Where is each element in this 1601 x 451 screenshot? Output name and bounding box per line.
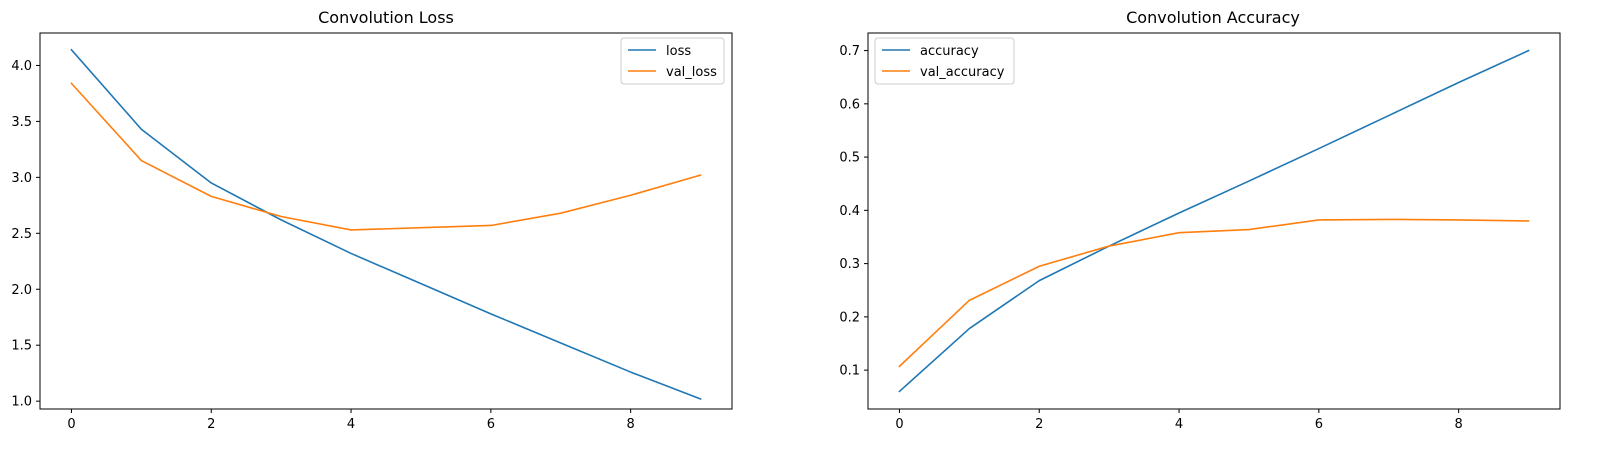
y-tick-label: 0.3 [839,257,860,272]
y-tick-label: 1.0 [11,395,32,410]
x-tick-label: 0 [895,417,903,432]
plot-frame [39,32,733,410]
y-tick-label: 3.5 [11,115,32,130]
legend-label-val-accuracy: val_accuracy [920,65,1005,80]
x-tick-label: 6 [1315,417,1323,432]
series-line-val-loss [70,82,702,231]
plot-frame [867,32,1561,410]
legend-label-loss: loss [666,44,691,59]
x-tick-label: 2 [207,417,215,432]
y-tick-label: 3.0 [11,171,32,186]
y-tick-label: 2.5 [11,227,32,242]
legend-label-accuracy: accuracy [920,44,979,59]
x-tick-label: 8 [627,417,635,432]
x-tick-label: 8 [1455,417,1463,432]
chart-marks: 0 2 4 6 8 1.0 1.5 2.0 2.5 3.0 3.5 4.0 [11,48,702,432]
x-tick-label: 4 [347,417,355,432]
y-tick-label: 0.5 [839,151,860,166]
accuracy-chart: Convolution Accuracy 0 2 4 6 8 0.1 0.2 0.3 0.4 0.… [839,8,1561,432]
loss-chart: Convolution Loss 0 2 4 6 8 1.0 1.5 2.0 2.5 3.0 3.5… [11,8,733,432]
x-tick-label: 0 [67,417,75,432]
chart-marks: 0 2 4 6 8 0.1 0.2 0.3 0.4 0.5 0.6 0.7 [839,44,1530,432]
y-tick-label: 0.7 [839,44,860,59]
y-tick-label: 0.1 [839,364,860,379]
y-tick-label: 4.0 [11,59,32,74]
y-tick-label: 0.4 [839,204,860,219]
series-line-loss [70,48,702,400]
chart-title: Convolution Accuracy [1126,8,1300,27]
legend: loss val_loss [620,37,725,85]
y-tick-label: 0.2 [839,310,860,325]
series-line-val-accuracy [898,218,1530,368]
chart-title: Convolution Loss [318,8,454,27]
x-tick-label: 2 [1035,417,1043,432]
y-tick-label: 2.0 [11,283,32,298]
series-line-accuracy [898,49,1530,393]
legend-label-val-loss: val_loss [666,65,717,80]
y-tick-label: 1.5 [11,339,32,354]
legend: accuracy val_accuracy [874,37,1015,85]
x-tick-label: 6 [487,417,495,432]
y-tick-label: 0.6 [839,97,860,112]
x-tick-label: 4 [1175,417,1183,432]
